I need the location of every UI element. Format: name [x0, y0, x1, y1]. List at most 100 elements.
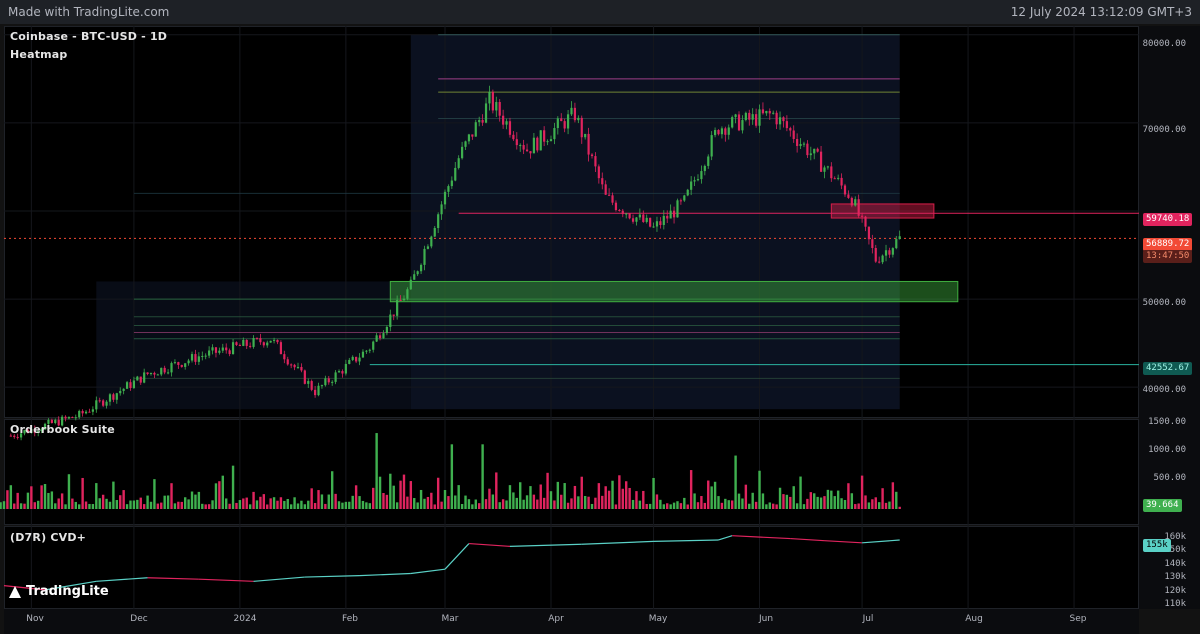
cvd-line-segment: [96, 577, 148, 582]
time-tick: May: [648, 614, 668, 624]
volume-bar: [293, 497, 296, 509]
candle-body: [54, 419, 57, 424]
volume-bar: [160, 502, 163, 509]
volume-bar: [389, 473, 392, 509]
candle-body: [696, 179, 700, 181]
candle-body: [584, 133, 587, 138]
resistance-price-tag: 59740.18: [1143, 213, 1193, 226]
candle-body: [279, 342, 283, 355]
volume-bar: [508, 485, 512, 509]
cvd-line-segment: [653, 539, 719, 543]
candle-body: [775, 112, 778, 125]
volume-bar: [337, 501, 341, 509]
cvd-line-segment: [253, 576, 305, 582]
volume-bar: [436, 477, 440, 509]
candle-body: [426, 246, 430, 249]
candle-body: [467, 134, 471, 142]
volume-bar: [484, 499, 488, 509]
volume-bar: [778, 487, 782, 509]
volume-bar: [652, 477, 655, 509]
candle-body: [293, 364, 296, 368]
candle-body: [447, 186, 450, 192]
candle-body: [382, 333, 385, 339]
volume-bar: [43, 484, 47, 509]
volume-bar: [491, 494, 495, 509]
volume-bar: [659, 499, 662, 509]
price-tick: 50000.00: [1142, 298, 1186, 308]
volume-bar: [635, 491, 638, 509]
volume-bar: [334, 493, 337, 509]
volume-tick: 1500.00: [1148, 417, 1186, 427]
candle-body: [19, 433, 23, 438]
candle-body: [638, 214, 641, 218]
candle-body: [778, 117, 782, 125]
main-chart-title: Coinbase - BTC-USD - 1D: [10, 30, 168, 43]
candle-body: [621, 210, 624, 215]
volume-bar: [683, 497, 686, 509]
candle-body: [430, 236, 433, 247]
time-axis[interactable]: [4, 609, 1139, 634]
volume-bar: [700, 496, 703, 509]
volume-bar: [819, 497, 823, 509]
candle-body: [840, 177, 843, 186]
candle-body: [389, 314, 392, 327]
volume-bar: [33, 502, 36, 509]
candle-body: [238, 345, 241, 347]
candle-body: [498, 102, 501, 116]
volume-bar: [327, 494, 330, 509]
candle-body: [30, 428, 33, 434]
candle-body: [549, 139, 553, 142]
candle-body: [563, 121, 566, 129]
candle-body: [789, 128, 792, 131]
volume-bar: [556, 481, 560, 509]
volume-bar: [16, 492, 19, 509]
candle-body: [252, 338, 255, 347]
candle-body: [898, 236, 901, 240]
volume-bar: [460, 504, 464, 509]
candle-body: [170, 363, 173, 373]
candle-body: [13, 435, 16, 437]
volume-bar: [279, 497, 283, 509]
time-tick: Apr: [548, 614, 564, 624]
candle-body: [337, 371, 341, 373]
candle-body: [102, 400, 105, 406]
cvd-line-segment: [44, 580, 97, 591]
candle-body: [276, 339, 279, 343]
volume-bar: [402, 474, 406, 509]
candle-body: [471, 134, 474, 137]
candle-body: [433, 228, 436, 237]
volume-last-tag: 39.664: [1143, 499, 1182, 512]
volume-bar: [877, 502, 881, 509]
volume-bar: [447, 496, 450, 509]
candle-body: [772, 112, 775, 114]
volume-bar: [710, 486, 713, 509]
volume-bar: [2, 501, 6, 509]
volume-bar: [187, 499, 190, 509]
cvd-panel[interactable]: [4, 526, 1139, 609]
volume-bar: [30, 486, 33, 509]
candle-body: [611, 195, 614, 203]
candle-body: [806, 143, 809, 156]
candle-body: [180, 364, 183, 367]
candle-body: [153, 372, 156, 375]
candle-body: [608, 194, 611, 196]
volume-bar: [375, 433, 378, 509]
volume-bar: [847, 483, 850, 509]
candle-body: [249, 345, 252, 347]
candle-body: [187, 360, 190, 364]
candle-body: [618, 210, 621, 212]
volume-bar: [477, 503, 481, 509]
cvd-tick: 150k: [1164, 545, 1186, 555]
volume-bar: [751, 492, 754, 509]
cvd-line-segment: [359, 572, 411, 577]
volume-bar: [225, 498, 228, 509]
candle-body: [799, 144, 802, 146]
candle-body: [300, 366, 303, 371]
volume-bar: [125, 504, 129, 509]
volume-bar: [857, 503, 860, 509]
cvd-line-segment: [304, 575, 360, 578]
candle-body: [672, 210, 676, 218]
volume-bar: [372, 487, 375, 509]
candle-body: [91, 409, 94, 412]
